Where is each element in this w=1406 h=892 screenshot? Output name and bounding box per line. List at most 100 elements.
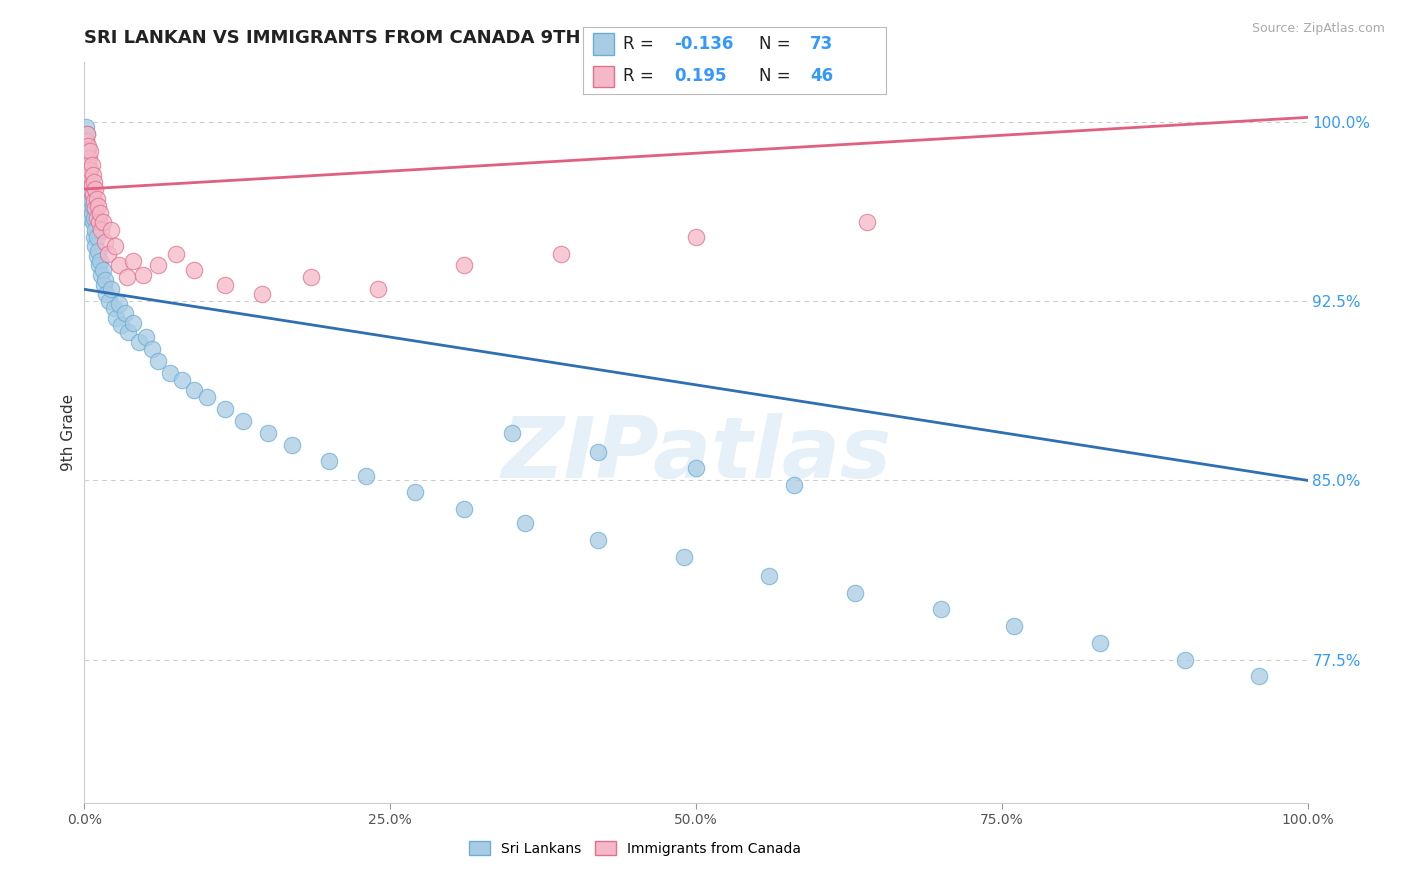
Text: ZIPatlas: ZIPatlas (501, 413, 891, 496)
Point (83, 175, 105, 189)
Text: Source: ZipAtlas.com: Source: ZipAtlas.com (1251, 22, 1385, 36)
Point (844, 585, 866, 599)
Point (84, 201, 107, 215)
Point (76, 144, 98, 158)
Y-axis label: 9th Grade: 9th Grade (60, 394, 76, 471)
Point (114, 306, 136, 320)
Point (404, 485, 426, 500)
Point (80, 206, 103, 220)
Point (135, 330, 157, 344)
Point (172, 373, 194, 387)
Point (117, 326, 139, 340)
Point (79, 162, 101, 177)
Text: 0.195: 0.195 (675, 67, 727, 86)
Point (86, 229, 108, 244)
Point (79, 182, 101, 196)
Point (83, 211, 105, 225)
Point (79, 192, 101, 206)
Point (299, 270, 322, 285)
Point (146, 259, 169, 273)
Point (82, 215, 104, 229)
Point (502, 425, 524, 440)
Point (82, 186, 104, 201)
Point (783, 478, 806, 492)
Point (685, 461, 707, 475)
Point (281, 437, 304, 451)
Point (87, 199, 110, 213)
Point (183, 383, 205, 397)
Point (77, 175, 100, 189)
Point (159, 366, 181, 380)
Point (77, 192, 100, 206)
Point (80, 186, 103, 201)
Text: R =: R = (623, 67, 659, 86)
Point (183, 263, 205, 277)
Point (195, 390, 218, 404)
Point (79, 175, 101, 189)
Point (86, 211, 108, 225)
Point (586, 533, 609, 547)
Point (758, 569, 780, 583)
Point (232, 414, 254, 428)
Point (77, 182, 100, 196)
Point (103, 301, 125, 316)
Point (104, 239, 127, 253)
Point (453, 502, 475, 516)
Point (75, 134, 97, 148)
Point (76, 127, 98, 141)
Point (1088, 636, 1111, 650)
Point (100, 282, 122, 296)
Point (76, 151, 98, 165)
Point (513, 516, 536, 531)
Point (97, 246, 120, 260)
Point (1174, 652, 1197, 666)
Point (77, 144, 100, 158)
Point (75, 134, 97, 148)
Point (77, 162, 100, 177)
Point (87, 215, 110, 229)
Point (115, 270, 138, 285)
Point (89, 206, 111, 220)
Point (77, 158, 100, 172)
Point (1002, 619, 1025, 633)
Point (122, 253, 145, 268)
Point (1247, 669, 1270, 683)
Point (83, 229, 105, 244)
Point (77, 175, 100, 189)
Point (257, 425, 280, 440)
Point (550, 246, 572, 260)
Point (90, 268, 112, 282)
Point (83, 194, 105, 208)
Text: R =: R = (623, 35, 659, 54)
Point (80, 158, 103, 172)
Point (94, 235, 117, 249)
Point (77, 151, 100, 165)
Point (586, 444, 609, 458)
Point (87, 244, 110, 259)
Text: 73: 73 (810, 35, 834, 54)
Point (84, 182, 107, 196)
Point (89, 253, 111, 268)
Point (82, 168, 104, 182)
Point (165, 246, 187, 260)
Point (75, 120, 97, 134)
Point (856, 215, 879, 229)
Point (685, 229, 707, 244)
Point (96, 287, 118, 301)
Text: 46: 46 (810, 67, 834, 86)
Point (86, 249, 108, 263)
Text: SRI LANKAN VS IMMIGRANTS FROM CANADA 9TH GRADE CORRELATION CHART: SRI LANKAN VS IMMIGRANTS FROM CANADA 9TH… (84, 29, 879, 47)
Point (141, 342, 163, 356)
Point (80, 178, 103, 192)
Point (86, 192, 108, 206)
Point (250, 287, 273, 301)
Point (76, 127, 98, 141)
Point (77, 158, 100, 172)
Point (100, 222, 122, 236)
Point (82, 199, 104, 213)
Point (84, 222, 107, 236)
Point (76, 186, 98, 201)
Point (77, 139, 100, 153)
Point (77, 199, 100, 213)
Point (79, 211, 101, 225)
